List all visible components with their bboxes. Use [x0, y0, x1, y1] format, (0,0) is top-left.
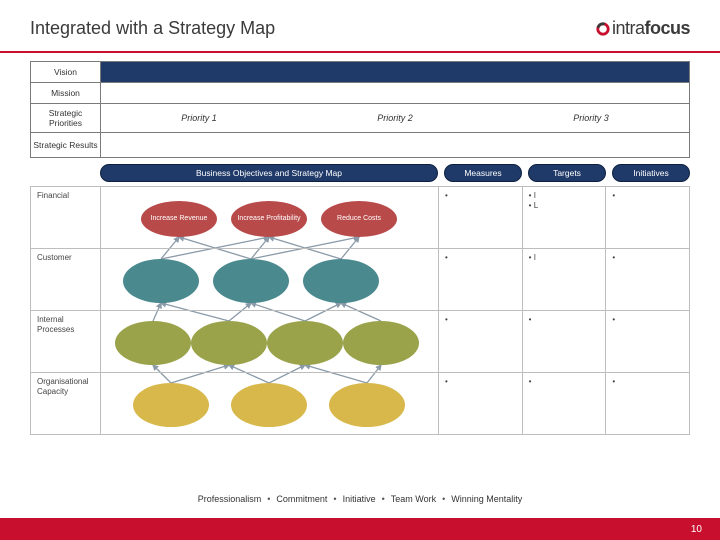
- perspective-internal: Internal Processes: [31, 311, 101, 372]
- mission-body: [101, 83, 689, 103]
- targets-customer: • I: [523, 249, 607, 310]
- value-4: Team Work: [391, 494, 436, 504]
- targets-org-text: •: [529, 377, 532, 386]
- targets-financial-2: • L: [529, 201, 600, 211]
- map-cell-org: [101, 373, 439, 434]
- targets-internal-text: •: [529, 315, 532, 324]
- value-sep-4: •: [442, 494, 445, 504]
- footer-values: Professionalism • Commitment • Initiativ…: [30, 494, 690, 504]
- logo-suffix: focus: [644, 18, 690, 38]
- initiatives-internal-text: •: [612, 315, 615, 324]
- targets-internal: •: [523, 311, 607, 372]
- results-body: [101, 133, 689, 157]
- vision-body: [101, 62, 689, 82]
- logo: intrafocus: [596, 18, 690, 39]
- slide-header: Integrated with a Strategy Map intrafocu…: [0, 0, 720, 47]
- value-5: Winning Mentality: [451, 494, 522, 504]
- vision-label: Vision: [31, 62, 101, 82]
- results-label: Strategic Results: [31, 133, 101, 157]
- column-headers: Business Objectives and Strategy Map Mea…: [30, 164, 690, 182]
- grid-row-org: Organisational Capacity • • •: [31, 373, 690, 435]
- logo-prefix: intra: [612, 18, 645, 38]
- priority-3: Priority 3: [493, 113, 689, 123]
- grid-row-financial: Financial • • I • L •: [31, 187, 690, 249]
- value-sep-2: •: [333, 494, 336, 504]
- page-number: 10: [691, 524, 702, 535]
- header-divider: [0, 51, 720, 53]
- map-cell-financial: [101, 187, 439, 248]
- initiatives-internal: •: [606, 311, 690, 372]
- pill-targets: Targets: [528, 164, 606, 182]
- targets-financial: • I • L: [523, 187, 607, 248]
- measures-customer-text: •: [445, 253, 448, 262]
- map-cell-customer: [101, 249, 439, 310]
- grid-row-internal: Internal Processes • • •: [31, 311, 690, 373]
- measures-customer: •: [439, 249, 523, 310]
- priority-2: Priority 2: [297, 113, 493, 123]
- value-sep-1: •: [267, 494, 270, 504]
- grid-row-customer: Customer • • I •: [31, 249, 690, 311]
- value-2: Commitment: [276, 494, 327, 504]
- initiatives-org-text: •: [612, 377, 615, 386]
- priority-1: Priority 1: [101, 113, 297, 123]
- initiatives-customer: •: [606, 249, 690, 310]
- initiatives-financial-text: •: [612, 191, 615, 200]
- targets-org: •: [523, 373, 607, 434]
- page-number-bar: 10: [0, 518, 720, 540]
- mission-label: Mission: [31, 83, 101, 103]
- perspective-customer: Customer: [31, 249, 101, 310]
- perspective-financial: Financial: [31, 187, 101, 248]
- targets-customer-text: • I: [529, 253, 536, 262]
- initiatives-financial: •: [606, 187, 690, 248]
- measures-financial: •: [439, 187, 523, 248]
- measures-org-text: •: [445, 377, 448, 386]
- row-results: Strategic Results: [30, 133, 690, 158]
- measures-internal-text: •: [445, 315, 448, 324]
- value-1: Professionalism: [198, 494, 262, 504]
- measures-financial-text: •: [445, 191, 448, 200]
- pill-strategy-map: Business Objectives and Strategy Map: [100, 164, 438, 182]
- pill-initiatives: Initiatives: [612, 164, 690, 182]
- value-sep-3: •: [382, 494, 385, 504]
- measures-org: •: [439, 373, 523, 434]
- logo-text: intrafocus: [612, 18, 690, 39]
- targets-financial-1: • I: [529, 191, 600, 201]
- row-priorities: Strategic Priorities Priority 1 Priority…: [30, 104, 690, 133]
- row-mission: Mission: [30, 83, 690, 104]
- value-3: Initiative: [343, 494, 376, 504]
- priorities-label: Strategic Priorities: [31, 104, 101, 132]
- initiatives-org: •: [606, 373, 690, 434]
- main-grid: Increase RevenueIncrease ProfitabilityRe…: [30, 186, 690, 435]
- priorities-body: Priority 1 Priority 2 Priority 3: [101, 104, 689, 132]
- pill-measures: Measures: [444, 164, 522, 182]
- logo-icon: [596, 22, 610, 36]
- slide-title: Integrated with a Strategy Map: [30, 18, 275, 39]
- measures-internal: •: [439, 311, 523, 372]
- perspective-org: Organisational Capacity: [31, 373, 101, 434]
- row-vision: Vision: [30, 61, 690, 83]
- map-cell-internal: [101, 311, 439, 372]
- initiatives-customer-text: •: [612, 253, 615, 262]
- content-area: Vision Mission Strategic Priorities Prio…: [0, 61, 720, 435]
